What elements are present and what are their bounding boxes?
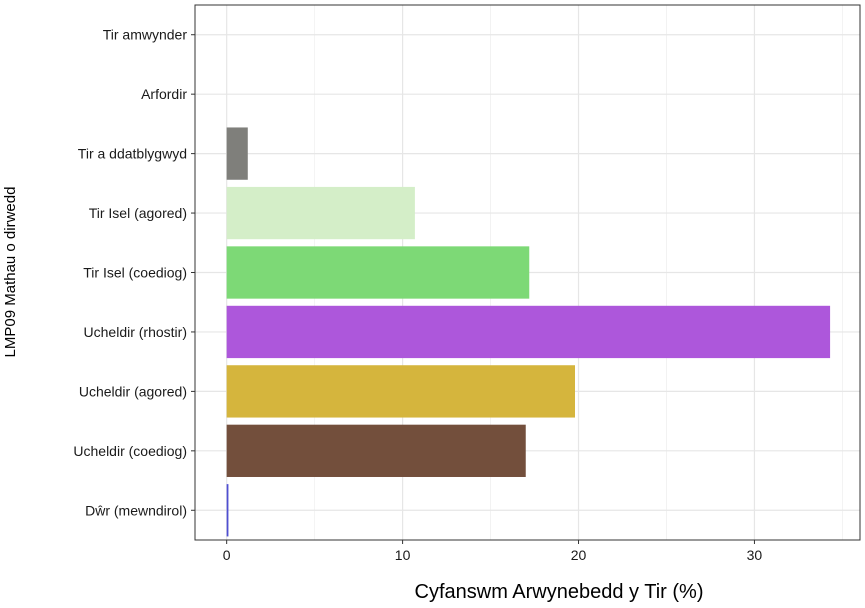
bar (226, 246, 530, 299)
x-tick-label: 20 (571, 547, 587, 563)
x-tick-label: 0 (223, 547, 231, 563)
y-tick-label: Tir a ddatblygwyd (78, 146, 187, 162)
bar (226, 186, 415, 240)
x-tick-label: 30 (747, 547, 763, 563)
bar (226, 305, 831, 359)
y-axis: Tir amwynder Arfordir Tir a ddatblygwyd Tir… (73, 27, 195, 518)
y-tick-label: Dŵr (mewndirol) (85, 502, 187, 518)
bar (226, 127, 248, 180)
x-axis-title: Cyfanswm Arwynebedd y Tir (%) (415, 581, 704, 603)
y-tick-label: Ucheldir (agored) (79, 383, 187, 399)
y-tick-label: Ucheldir (coediog) (73, 443, 187, 459)
x-axis: 0 10 20 30 (223, 540, 763, 563)
y-tick-label: Ucheldir (rhostir) (84, 324, 187, 340)
y-tick-label: Tir Isel (coediog) (83, 265, 187, 281)
y-tick-label: Tir amwynder (103, 27, 188, 43)
bar (226, 484, 229, 537)
bar (226, 424, 526, 477)
y-tick-label: Arfordir (141, 86, 187, 102)
bar (226, 365, 575, 418)
bars (226, 127, 831, 537)
y-axis-title: LMP09 Mathau o dirwedd (2, 187, 19, 358)
y-tick-label: Tir Isel (agored) (89, 205, 187, 221)
x-tick-label: 10 (395, 547, 411, 563)
